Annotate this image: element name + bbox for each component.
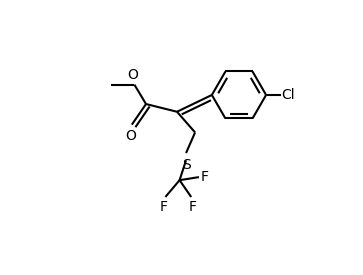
Text: F: F <box>201 170 209 184</box>
Text: O: O <box>127 68 138 82</box>
Text: S: S <box>182 158 191 172</box>
Text: F: F <box>188 200 196 214</box>
Text: F: F <box>160 200 168 214</box>
Text: O: O <box>125 129 136 143</box>
Text: Cl: Cl <box>281 88 295 102</box>
